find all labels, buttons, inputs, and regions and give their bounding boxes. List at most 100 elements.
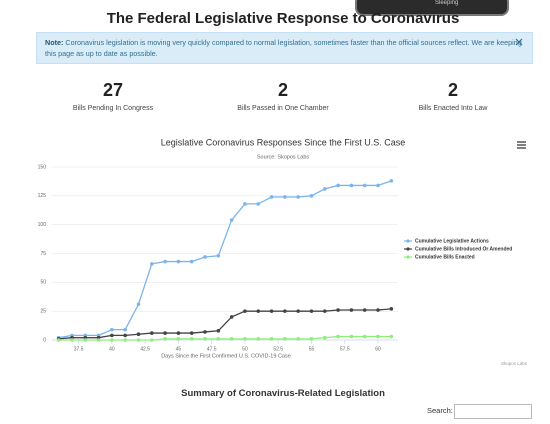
overlay-label: Sleeping	[435, 0, 459, 6]
data-point	[389, 179, 394, 183]
x-tick-label: 45	[176, 346, 182, 352]
data-point	[283, 337, 287, 341]
data-point	[110, 327, 114, 332]
data-point	[256, 337, 261, 341]
data-point	[256, 202, 261, 206]
data-point	[323, 187, 327, 191]
data-point	[83, 338, 88, 342]
data-point	[176, 331, 181, 335]
data-point	[136, 338, 141, 342]
data-point	[203, 255, 207, 259]
data-point	[216, 337, 221, 341]
note-label: Note:	[45, 38, 64, 47]
data-point	[389, 307, 394, 311]
data-point	[376, 308, 380, 312]
y-tick-label: 150	[38, 164, 47, 170]
data-point	[362, 334, 367, 339]
y-tick-label: 75	[40, 251, 46, 257]
data-point	[309, 337, 314, 341]
data-point	[349, 183, 354, 188]
x-tick-label: 60	[375, 346, 381, 352]
data-point	[309, 309, 314, 313]
data-point	[136, 302, 141, 307]
data-point	[243, 202, 247, 206]
note-text: Coronavirus legislation is moving very q…	[45, 38, 522, 58]
summary-title: Summary of Coronavirus-Related Legislati…	[181, 388, 385, 399]
data-point	[336, 308, 340, 312]
x-tick-label: 47.5	[207, 346, 217, 352]
data-point	[216, 254, 221, 258]
overlay-widget: Sleeping	[355, 0, 509, 16]
data-point	[96, 338, 101, 342]
data-point	[269, 309, 274, 313]
legend-marker	[406, 239, 410, 243]
data-point	[349, 334, 354, 339]
data-point	[296, 337, 300, 341]
x-tick-label: 57.5	[340, 346, 350, 352]
data-point	[123, 333, 127, 338]
stat: 27 Bills Pending In Congress	[28, 80, 198, 112]
y-tick-label: 25	[40, 308, 46, 314]
menu-button[interactable]	[517, 141, 526, 149]
note-alert: Note: Coronavirus legislation is moving …	[36, 32, 533, 64]
data-point	[256, 309, 261, 313]
data-point	[123, 327, 127, 332]
data-point	[189, 331, 194, 335]
data-point	[163, 337, 167, 341]
legend-label: Cumulative Bills Enacted	[415, 254, 475, 260]
data-point	[203, 337, 207, 341]
stat-label: Bills Pending In Congress	[72, 105, 154, 112]
legend-marker	[406, 255, 410, 259]
data-point	[189, 337, 194, 341]
x-tick-label: 37.5	[74, 346, 84, 352]
legend-marker	[406, 247, 410, 251]
data-point	[362, 308, 367, 312]
data-point	[376, 183, 380, 188]
data-point	[163, 259, 167, 264]
x-axis-label: Days Since the First Confirmed U.S. COVI…	[161, 353, 291, 359]
data-point	[176, 337, 181, 341]
series-line	[58, 335, 392, 341]
search-label: Search:	[427, 406, 453, 415]
data-point	[283, 309, 287, 313]
data-point	[150, 331, 154, 335]
data-point	[163, 331, 167, 335]
x-tick-label: 55	[309, 346, 315, 352]
search-input[interactable]	[454, 404, 532, 419]
legend-label: Cumulative Bills Introduced Or Amended	[415, 246, 512, 252]
data-point	[189, 259, 194, 264]
data-point	[176, 259, 181, 264]
page-title: The Federal Legislative Response to Coro…	[106, 10, 460, 27]
data-point	[243, 337, 247, 341]
stat: 2 Bills Enacted Into Law	[368, 80, 538, 112]
x-tick-label: 52.5	[273, 346, 283, 352]
data-point	[336, 183, 340, 188]
data-point	[296, 309, 300, 313]
chart-subtitle: Source: Skopos Labs	[257, 154, 310, 160]
data-point	[323, 335, 327, 340]
data-point	[123, 338, 127, 342]
data-point	[150, 262, 154, 266]
series-line	[58, 308, 392, 340]
data-point	[229, 218, 234, 222]
data-point	[110, 338, 114, 342]
data-point	[150, 338, 154, 342]
data-point	[203, 330, 207, 334]
data-point	[362, 183, 367, 188]
legend-label: Cumulative Legislative Actions	[415, 238, 489, 244]
y-tick-label: 125	[38, 193, 47, 199]
stat-label: Bills Enacted Into Law	[418, 105, 488, 112]
credits: Skopos Labs	[501, 361, 528, 366]
x-tick-label: 40	[109, 346, 115, 352]
data-point	[389, 334, 394, 339]
close-button[interactable]	[515, 38, 523, 46]
data-point	[349, 308, 354, 312]
series-line	[58, 180, 392, 339]
stat-label: Bills Passed in One Chamber	[237, 105, 329, 112]
stat-value: 27	[102, 80, 124, 100]
data-point	[269, 195, 274, 199]
data-point	[296, 195, 300, 199]
data-point	[229, 337, 234, 341]
stat-value: 2	[277, 80, 288, 100]
